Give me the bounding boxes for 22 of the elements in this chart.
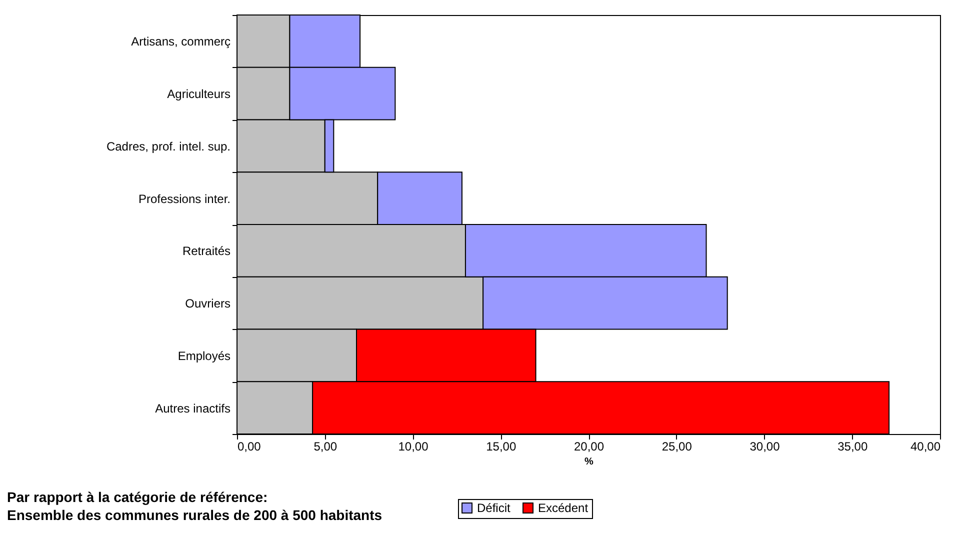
- x-tick-label: 10,00: [398, 440, 429, 454]
- y-tick-label: Retraités: [182, 244, 230, 258]
- y-tick-label: Agriculteurs: [167, 87, 230, 102]
- x-axis-title: %: [584, 456, 594, 468]
- y-tick-label: Artisans, commerç: [131, 34, 230, 49]
- y-tick-label: Autres inactifs: [155, 401, 230, 416]
- x-tick-label: 5,00: [314, 440, 338, 454]
- y-tick-label: Employés: [178, 348, 230, 363]
- x-tick-label: 40,00: [910, 440, 941, 454]
- text: Ensemble des communes rurales de 200 à 500 habitants: [7, 507, 382, 523]
- x-tick-label: 35,00: [838, 440, 868, 454]
- x-tick-label: 20,00: [574, 440, 604, 454]
- y-tick-label: Cadres, prof. intel. sup.: [106, 139, 230, 154]
- x-tick-label: 15,00: [486, 440, 516, 454]
- y-tick-label: Professions inter.: [138, 192, 230, 206]
- x-tick-label: 25,00: [662, 440, 692, 454]
- x-tick-label: 0,00: [238, 440, 262, 454]
- text: Par rapport à la catégorie de référence:: [7, 489, 268, 505]
- x-tick-label: 30,00: [750, 440, 780, 454]
- y-tick-label: Ouvriers: [185, 296, 230, 311]
- legend-label: Déficit: [477, 501, 512, 515]
- legend-label: Excédent: [538, 501, 589, 515]
